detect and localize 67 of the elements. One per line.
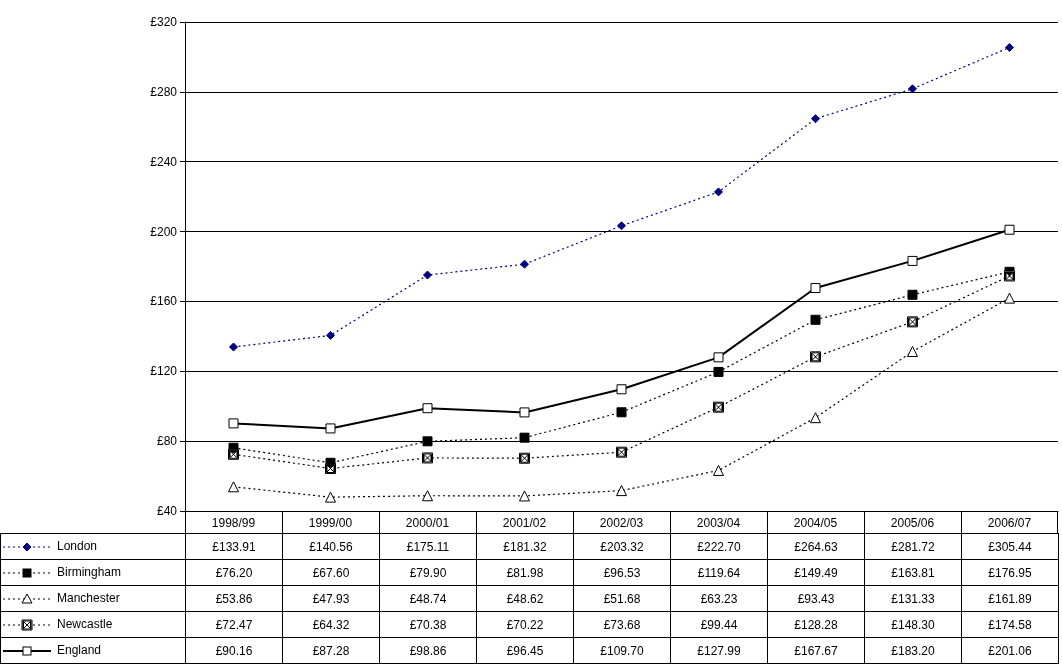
data-label: £72.47 xyxy=(185,611,283,638)
data-label: £99.44 xyxy=(670,611,768,638)
data-label: £48.74 xyxy=(379,585,477,612)
x-tick-label: 1998/99 xyxy=(211,516,256,530)
data-label: £51.68 xyxy=(573,585,671,612)
data-label: £87.28 xyxy=(282,637,380,664)
data-label: £98.86 xyxy=(379,637,477,664)
data-label: £149.49 xyxy=(767,559,865,586)
data-label: £131.33 xyxy=(864,585,962,612)
data-label: £96.53 xyxy=(573,559,671,586)
data-label: £93.43 xyxy=(767,585,865,612)
data-label: £47.93 xyxy=(282,585,380,612)
x-tick-label: 2004/05 xyxy=(793,516,838,530)
y-tick-label: £80 xyxy=(156,434,178,449)
data-label: £305.44 xyxy=(961,533,1059,560)
data-label: £81.98 xyxy=(476,559,574,586)
y-tick-label: £320 xyxy=(150,15,178,29)
x-tick-label: 1999/00 xyxy=(308,516,353,530)
data-label: £127.99 xyxy=(670,637,768,664)
y-tick-label: £160 xyxy=(150,294,178,309)
y-tick-label: £280 xyxy=(150,84,178,99)
data-label: £203.32 xyxy=(573,533,671,560)
data-label: £161.89 xyxy=(961,585,1059,612)
data-label: £140.56 xyxy=(282,533,380,560)
data-label: £183.20 xyxy=(864,637,962,664)
data-label: £174.58 xyxy=(961,611,1059,638)
y-tick-label: £40 xyxy=(156,504,178,518)
data-label: £90.16 xyxy=(185,637,283,664)
data-label: £79.90 xyxy=(379,559,477,586)
data-label: £175.11 xyxy=(379,533,477,560)
legend-label: Manchester xyxy=(0,585,186,612)
data-label: £64.32 xyxy=(282,611,380,638)
legend-label: England xyxy=(0,637,186,664)
data-label: £53.86 xyxy=(185,585,283,612)
data-label: £76.20 xyxy=(185,559,283,586)
data-label: £119.64 xyxy=(670,559,768,586)
data-label: £128.28 xyxy=(767,611,865,638)
data-label: £167.67 xyxy=(767,637,865,664)
x-tick-label: 2006/07 xyxy=(987,516,1032,530)
data-label: £48.62 xyxy=(476,585,574,612)
y-tick-label: £240 xyxy=(150,154,178,169)
data-label: £148.30 xyxy=(864,611,962,638)
data-label: £96.45 xyxy=(476,637,574,664)
legend-label: Newcastle xyxy=(0,611,186,638)
x-tick-label: 2001/02 xyxy=(502,516,547,530)
x-tick-label: 2003/04 xyxy=(696,516,741,530)
x-tick-label: 2002/03 xyxy=(599,516,644,530)
data-label: £163.81 xyxy=(864,559,962,586)
data-label: £222.70 xyxy=(670,533,768,560)
data-label: £109.70 xyxy=(573,637,671,664)
data-label: £70.38 xyxy=(379,611,477,638)
data-label: £176.95 xyxy=(961,559,1059,586)
y-tick-label: £120 xyxy=(150,364,178,379)
data-label: £63.23 xyxy=(670,585,768,612)
x-tick-label: 2005/06 xyxy=(890,516,935,530)
data-label: £201.06 xyxy=(961,637,1059,664)
legend-label: Birmingham xyxy=(0,559,186,586)
data-label: £181.32 xyxy=(476,533,574,560)
data-label: £264.63 xyxy=(767,533,865,560)
data-label: £67.60 xyxy=(282,559,380,586)
x-tick-label: 2000/01 xyxy=(405,516,450,530)
y-tick-label: £200 xyxy=(150,224,178,239)
data-label: £70.22 xyxy=(476,611,574,638)
data-label: £73.68 xyxy=(573,611,671,638)
legend-label: London xyxy=(0,533,186,560)
data-label: £281.72 xyxy=(864,533,962,560)
data-label: £133.91 xyxy=(185,533,283,560)
